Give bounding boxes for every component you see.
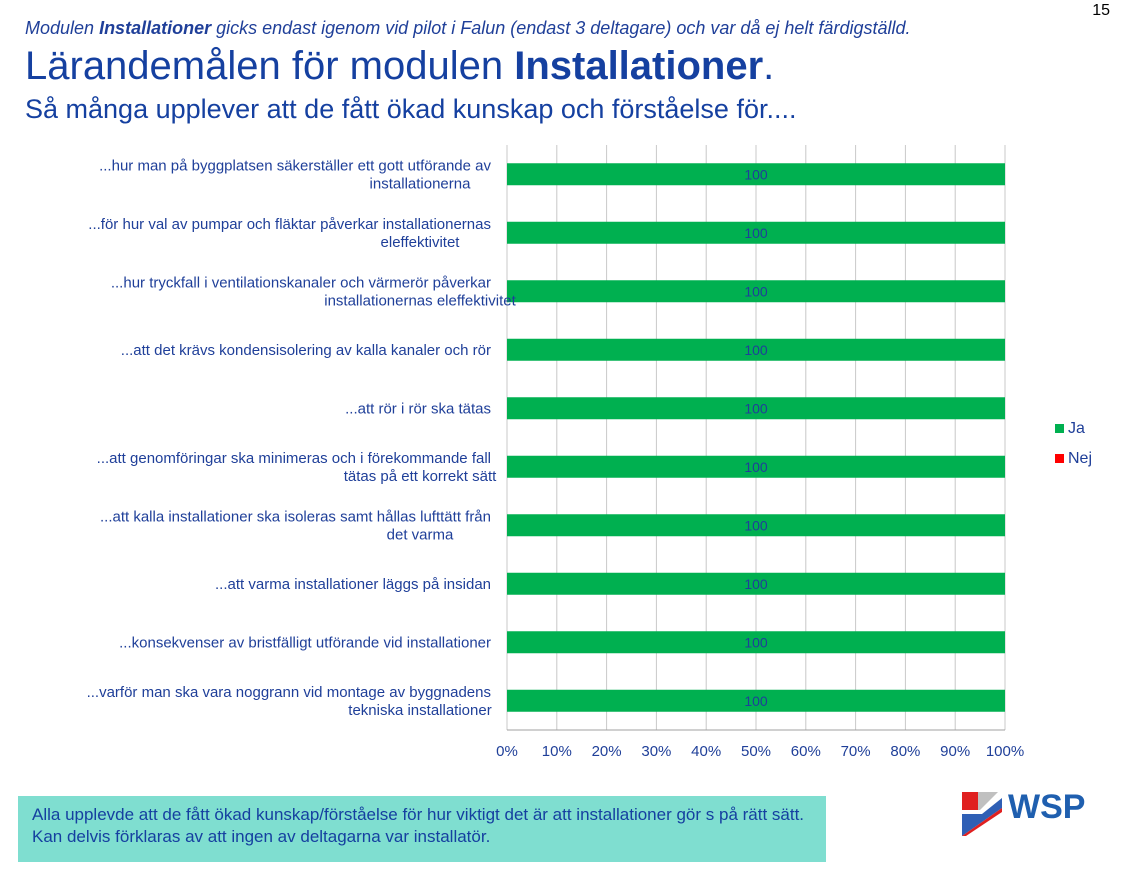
bar-ja <box>507 280 1005 303</box>
bar-ja <box>507 338 1005 361</box>
bar-chart: 100 100 100 100 100 100 100 100 100 100 ...hur ma… <box>87 145 1092 760</box>
logo-mark-icon <box>962 792 1002 836</box>
x-tick-label: 40% <box>691 743 721 760</box>
page-title: Lärandemålen för modulen Installationer. <box>25 44 774 89</box>
data-label: 100 <box>744 693 768 709</box>
page-subtitle: Så många upplever att de fått ökad kunsk… <box>25 94 797 124</box>
category-label: eleffektivitet <box>381 234 461 251</box>
x-axis-ticks: 0% 10% 20% 30% 40% 50% 60% 70% 80% 90% 100% <box>496 743 1024 760</box>
bar-ja <box>507 572 1005 595</box>
data-label: 100 <box>744 576 768 592</box>
x-tick-label: 60% <box>791 743 821 760</box>
x-tick-label: 10% <box>542 743 572 760</box>
intro-suffix: gicks endast igenom vid pilot i Falun (e… <box>211 18 911 38</box>
category-label: installationerna <box>370 175 472 192</box>
bar-ja <box>507 631 1005 654</box>
data-label: 100 <box>744 400 768 416</box>
category-label: ...att det krävs kondensisolering av kal… <box>121 342 491 359</box>
data-label: 100 <box>744 459 768 475</box>
category-label: ...att kalla installationer ska isoleras… <box>100 508 491 525</box>
x-tick-label: 90% <box>940 743 970 760</box>
legend-swatch <box>1055 424 1064 433</box>
wsp-logo: WSP <box>962 788 1085 836</box>
category-label: ...att genomföringar ska minimeras och i… <box>97 450 491 467</box>
bar-ja <box>507 397 1005 420</box>
x-tick-label: 70% <box>841 743 871 760</box>
x-tick-label: 100% <box>986 743 1024 760</box>
category-label: ...att varma installationer läggs på ins… <box>215 576 491 593</box>
page-number: 15 <box>1092 2 1110 19</box>
intro-bold: Installationer <box>99 18 212 38</box>
legend-label: Ja <box>1068 420 1085 437</box>
bar-ja <box>507 514 1005 537</box>
data-label: 100 <box>744 283 768 299</box>
title-bold: Installationer <box>514 44 764 88</box>
data-label: 100 <box>744 517 768 533</box>
x-tick-label: 0% <box>496 743 518 760</box>
note-box: Alla upplevde att de fått ökad kunskap/f… <box>18 796 826 862</box>
title-suffix: . <box>763 44 775 88</box>
category-label: ...hur tryckfall i ventilationskanaler o… <box>111 274 491 291</box>
category-labels: ...hur man på byggplatsen säkerställer e… <box>87 157 517 719</box>
category-label: ...för hur val av pumpar och fläktar påv… <box>88 216 491 233</box>
legend-label: Nej <box>1068 450 1092 467</box>
category-label: installationernas eleffektivitet <box>324 292 516 309</box>
category-label: tekniska installationer <box>348 702 491 719</box>
x-tick-label: 80% <box>890 743 920 760</box>
x-tick-label: 30% <box>641 743 671 760</box>
data-label: 100 <box>744 166 768 182</box>
data-label: 100 <box>744 342 768 358</box>
category-label: ...konsekvenser av bristfälligt utförand… <box>119 634 491 651</box>
category-label: ...varför man ska vara noggrann vid mont… <box>87 684 491 701</box>
bar-ja <box>507 689 1005 712</box>
legend-swatch <box>1055 454 1064 463</box>
chart-bars: 100 100 100 100 100 100 100 100 100 100 <box>507 163 1005 712</box>
category-label: det varma <box>387 526 454 543</box>
bar-ja <box>507 455 1005 478</box>
x-tick-label: 50% <box>741 743 771 760</box>
data-label: 100 <box>744 634 768 650</box>
logo-text: WSP <box>1008 788 1085 826</box>
x-tick-label: 20% <box>592 743 622 760</box>
chart-legend: Ja Nej <box>1055 420 1092 467</box>
data-label: 100 <box>744 225 768 241</box>
category-label: tätas på ett korrekt sätt <box>344 468 497 485</box>
intro-text: Modulen Installationer gicks endast igen… <box>25 18 910 39</box>
bar-ja <box>507 163 1005 186</box>
category-label: ...hur man på byggplatsen säkerställer e… <box>99 157 491 174</box>
category-label: ...att rör i rör ska tätas <box>345 400 491 417</box>
title-prefix: Lärandemålen för modulen <box>25 44 515 88</box>
intro-prefix: Modulen <box>25 18 100 38</box>
bar-ja <box>507 221 1005 244</box>
